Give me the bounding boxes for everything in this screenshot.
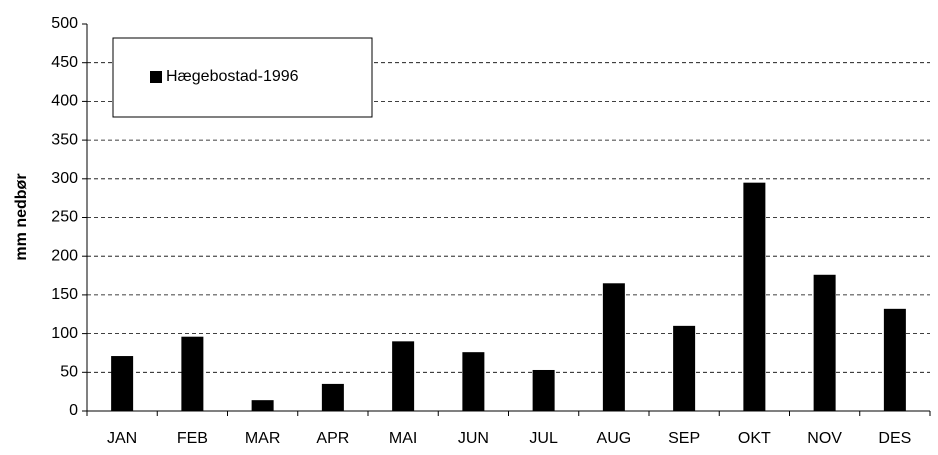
bar (813, 274, 836, 411)
x-tick-label: OKT (738, 430, 771, 447)
x-tick-label: SEP (668, 430, 700, 447)
x-tick-label: JAN (107, 430, 137, 447)
x-tick-label: JUN (458, 430, 489, 447)
x-tick-label: FEB (177, 430, 208, 447)
bar (883, 308, 906, 411)
bar (321, 383, 344, 411)
bar (251, 400, 274, 411)
x-tick-label: NOV (807, 430, 842, 447)
bar (462, 352, 485, 411)
x-tick-label: APR (316, 430, 349, 447)
y-tick-label: 200 (51, 247, 78, 264)
bar (532, 369, 555, 411)
y-tick-label: 100 (51, 325, 78, 342)
x-tick-label: MAR (245, 430, 281, 447)
y-tick-label: 300 (51, 170, 78, 187)
y-tick-label: 250 (51, 209, 78, 226)
y-tick-label: 150 (51, 286, 78, 303)
bar (181, 336, 204, 411)
bar (111, 356, 134, 411)
y-tick-label: 350 (51, 131, 78, 148)
bar (673, 325, 696, 411)
x-tick-label: MAI (389, 430, 417, 447)
y-tick-label: 450 (51, 54, 78, 71)
bar (392, 341, 415, 411)
y-tick-label: 0 (69, 402, 78, 419)
y-tick-label: 500 (51, 15, 78, 32)
x-tick-label: DES (878, 430, 911, 447)
bar (743, 182, 766, 411)
y-tick-label: 400 (51, 93, 78, 110)
legend-label: Hægebostad-1996 (166, 68, 299, 85)
y-axis-label: mm nedbør (13, 173, 30, 260)
x-tick-label: JUL (529, 430, 558, 447)
y-tick-label: 50 (60, 364, 78, 381)
legend-swatch (150, 71, 162, 83)
bar (602, 283, 625, 411)
x-tick-label: AUG (597, 430, 632, 447)
